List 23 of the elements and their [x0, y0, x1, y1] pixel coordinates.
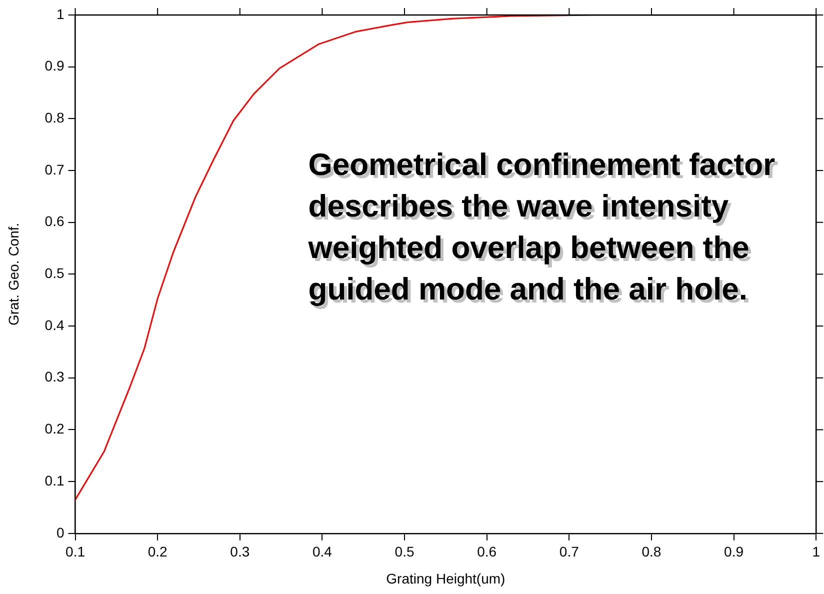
y-tick-label: 0.5: [44, 265, 64, 282]
x-tick-label: 0.4: [312, 544, 332, 560]
y-tick-label: 0.2: [44, 420, 64, 437]
x-tick-label: 1: [812, 544, 820, 560]
y-tick-label: 0.6: [44, 213, 64, 230]
x-tick-label: 0.8: [642, 544, 662, 560]
y-axis-title: Grat. Geo. Conf.: [5, 222, 22, 326]
y-tick-label: 0.9: [44, 58, 64, 74]
y-tick-label: 0.3: [44, 368, 64, 385]
y-tick-label: 0.1: [44, 472, 64, 488]
x-tick-label: 0.9: [724, 544, 744, 560]
x-axis-title: Grating Height(um): [386, 570, 506, 586]
text: Geometrical confinement factor describes the wave intensity weighted overlap between the guided mode and the air hole.: [308, 147, 776, 306]
y-tick-label: 0.8: [44, 110, 64, 126]
x-tick-label: 0.6: [477, 544, 497, 560]
x-tick-label: 0.5: [394, 544, 414, 560]
y-tick-label: 0.4: [44, 316, 64, 333]
x-tick-label: 0.7: [559, 544, 580, 560]
y-tick-label: 0: [56, 524, 64, 540]
y-tick-label: 1: [56, 6, 64, 22]
x-tick-label: 0.2: [148, 544, 168, 560]
x-tick-label: 0.3: [230, 544, 250, 560]
y-tick-label: 0.7: [44, 161, 64, 178]
